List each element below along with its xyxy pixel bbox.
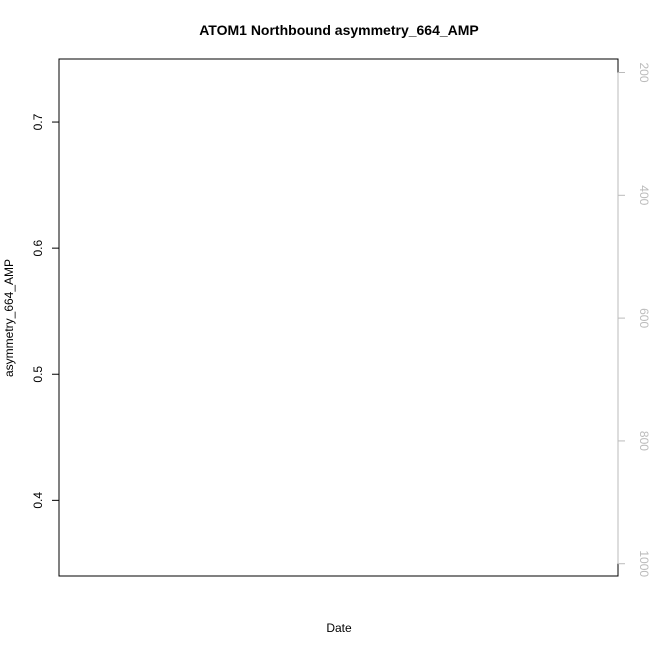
- y2-tick-label: 200: [637, 62, 650, 82]
- chart-title: ATOM1 Northbound asymmetry_664_AMP: [199, 22, 479, 38]
- y2-tick-label: 400: [637, 185, 650, 205]
- y-tick-label: 0.7: [31, 113, 45, 130]
- y-axis-right: 200 400 600 800 1000: [617, 62, 650, 577]
- y-tick-label: 0.5: [31, 366, 45, 383]
- y-tick-label: 0.4: [31, 492, 45, 509]
- y2-tick-label: 800: [637, 431, 650, 451]
- y-tick-label: 0.6: [31, 239, 45, 256]
- x-axis-label: Date: [326, 621, 352, 635]
- y-axis-left: 0.4 0.5 0.6 0.7: [31, 113, 60, 509]
- y2-tick-label: 1000: [637, 550, 650, 577]
- y2-tick-label: 600: [637, 308, 650, 328]
- y-axis-label: asymmetry_664_AMP: [2, 259, 16, 377]
